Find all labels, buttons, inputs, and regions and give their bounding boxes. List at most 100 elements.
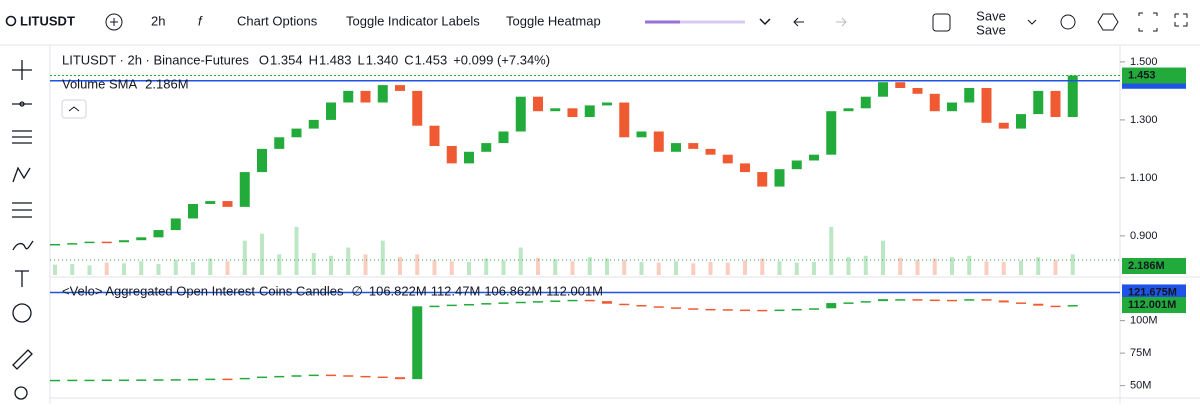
volume-bar [294, 226, 299, 275]
candle [895, 82, 906, 89]
candle [239, 377, 250, 380]
candle [50, 243, 60, 246]
collapse-button[interactable] [61, 99, 87, 119]
y-tick-label: 1.500 [1130, 56, 1158, 68]
y-tick-label: 0.900 [1130, 230, 1158, 242]
indicator-icon[interactable]: f [198, 13, 203, 28]
brush-tool[interactable] [12, 240, 34, 251]
candle [308, 374, 319, 377]
candle [947, 299, 957, 302]
candle [533, 301, 543, 303]
save-button[interactable]: Save [976, 8, 1006, 23]
candle [964, 299, 975, 301]
toolbar-button[interactable]: Chart Options [237, 13, 318, 28]
volume-bar [605, 258, 609, 275]
candle [653, 131, 664, 152]
last-price-badge-bg [1122, 67, 1186, 84]
candle [636, 305, 647, 307]
fullscreen-icon[interactable] [1138, 12, 1158, 32]
candle [757, 172, 768, 187]
indicator-value: 106.862M [484, 283, 542, 298]
emoji-tool[interactable] [12, 303, 32, 323]
candle [50, 379, 60, 382]
snapshot-icon[interactable] [1174, 13, 1188, 27]
volume-bar [329, 255, 333, 275]
alert-icon[interactable] [1060, 14, 1076, 30]
candle [619, 102, 630, 138]
candle [1067, 75, 1078, 117]
candle [84, 241, 95, 244]
candle [843, 108, 854, 112]
prediction-tool[interactable] [12, 202, 32, 218]
symbol[interactable]: LITUSDT [20, 13, 75, 28]
volume-bar [346, 247, 351, 275]
dropdown-icon[interactable] [1027, 19, 1037, 25]
candle [619, 303, 630, 306]
add-icon[interactable] [105, 13, 123, 31]
candle [791, 160, 802, 170]
candle [826, 303, 837, 309]
candle [602, 102, 612, 106]
candle [412, 306, 423, 380]
interval[interactable]: 2h [151, 13, 165, 28]
candle [498, 131, 509, 144]
candle [981, 88, 992, 123]
volume-bar [725, 262, 730, 275]
ohlc-key: L [358, 52, 365, 67]
candle [1050, 90, 1061, 117]
volume-bar [277, 254, 282, 275]
y-tick-label: 75M [1130, 347, 1151, 359]
layout-icon[interactable] [932, 13, 951, 32]
candle [153, 230, 164, 238]
candle [550, 108, 561, 112]
candle [826, 111, 837, 155]
candle [395, 85, 405, 91]
candle [257, 376, 267, 379]
settings-icon[interactable] [1097, 13, 1119, 31]
volume-bar [846, 257, 851, 275]
candle [860, 96, 871, 109]
candle [136, 237, 147, 241]
candle [119, 240, 129, 243]
toolbar-button[interactable]: Toggle Heatmap [506, 13, 601, 28]
volume-bar [898, 257, 903, 275]
candle [809, 154, 819, 161]
candle [981, 299, 992, 301]
candle [119, 379, 129, 382]
search-icon[interactable] [5, 15, 17, 27]
ruler-tool[interactable] [12, 349, 33, 370]
ohlc-key: C [404, 52, 413, 67]
undo-icon[interactable] [793, 17, 804, 27]
candle [878, 299, 888, 302]
candle [308, 119, 319, 129]
last-price-badge: 1.453 [1128, 69, 1156, 81]
chart-title: LITUSDT · 2h · Binance-Futures [62, 52, 249, 67]
pattern-tool[interactable] [12, 166, 31, 183]
fib-tool[interactable] [12, 130, 32, 144]
redo-icon[interactable] [836, 17, 847, 27]
candle [360, 375, 371, 378]
volume-badge: 2.186M [1128, 260, 1165, 272]
ohlc-key: H [309, 52, 318, 67]
y-tick-label: 1.300 [1130, 114, 1158, 126]
candle [429, 305, 440, 308]
dropdown-icon[interactable] [759, 18, 771, 26]
candle [1033, 90, 1044, 115]
ohlc-value: 1.340 [366, 52, 399, 67]
ohlc-value: 1.453 [415, 52, 448, 67]
candle [291, 128, 302, 138]
candle [170, 379, 181, 381]
text-tool[interactable] [15, 270, 29, 287]
zoom-tool[interactable] [14, 386, 28, 400]
volume-bar [656, 262, 661, 275]
volume-bar [260, 233, 264, 275]
volume-bar [156, 264, 161, 275]
volume-bar [87, 265, 92, 275]
volume-bar [53, 264, 57, 275]
crosshair-tool[interactable] [12, 60, 32, 80]
toolbar-button[interactable]: Toggle Indicator Labels [346, 13, 480, 28]
indicator-title: <Velo> Aggregated Open Interest [62, 283, 255, 298]
volume-bar [242, 240, 247, 275]
volume-bar [191, 261, 195, 275]
line-tool [19, 101, 25, 107]
